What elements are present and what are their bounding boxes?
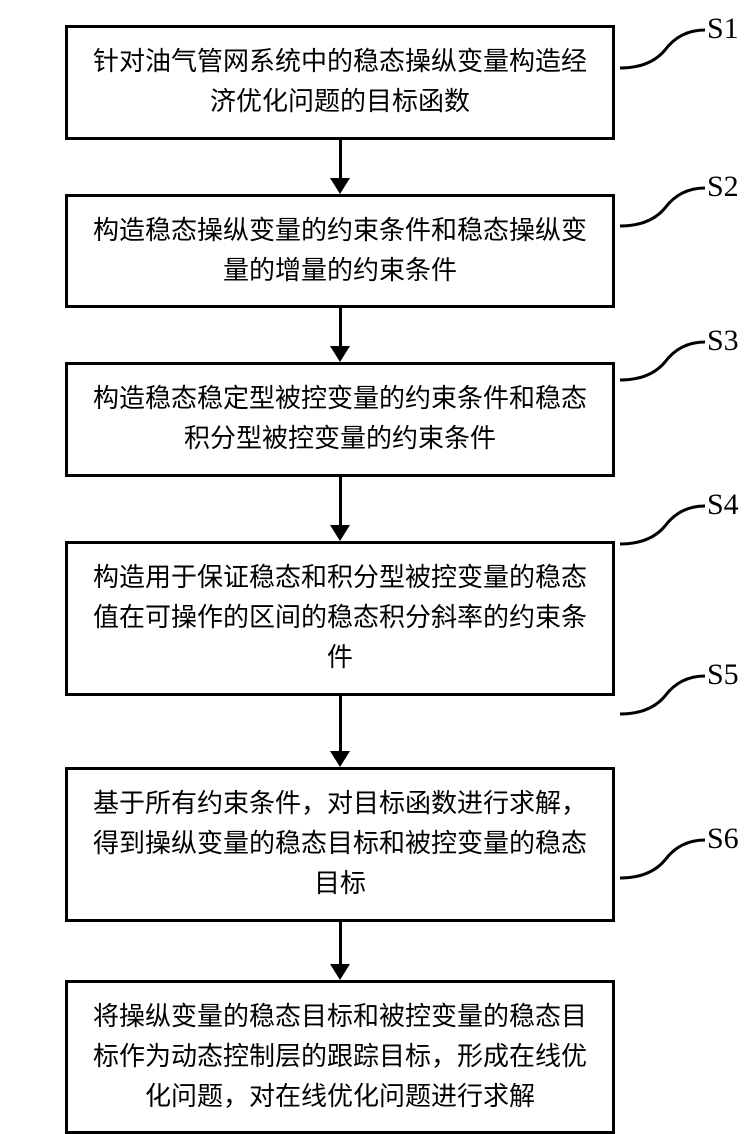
step-label-s6: S6 bbox=[615, 830, 725, 885]
step-text: 将操纵变量的稳态目标和被控变量的稳态目标作为动态控制层的跟踪目标，形成在线优化问… bbox=[93, 1002, 587, 1112]
arrow bbox=[330, 140, 350, 194]
step-label-s4: S4 bbox=[615, 496, 725, 551]
arrow bbox=[330, 696, 350, 767]
step-label-text: S6 bbox=[707, 822, 739, 856]
step-label-text: S1 bbox=[707, 12, 739, 46]
step-box-s2: 构造稳态操纵变量的约束条件和稳态操纵变量的增量的约束条件 bbox=[65, 194, 615, 309]
step-box-s6: 将操纵变量的稳态目标和被控变量的稳态目标作为动态控制层的跟踪目标，形成在线优化问… bbox=[65, 980, 615, 1134]
step-label-text: S5 bbox=[707, 658, 739, 692]
step-text: 基于所有约束条件，对目标函数进行求解，得到操纵变量的稳态目标和被控变量的稳态目标 bbox=[93, 789, 587, 899]
step-label-text: S4 bbox=[707, 488, 739, 522]
step-label-text: S2 bbox=[707, 170, 739, 204]
step-text: 构造稳态操纵变量的约束条件和稳态操纵变量的增量的约束条件 bbox=[93, 216, 587, 285]
step-box-s4: 构造用于保证稳态和积分型被控变量的稳态值在可操作的区间的稳态积分斜率的约束条件 bbox=[65, 541, 615, 696]
step-label-s5: S5 bbox=[615, 666, 725, 721]
flow-column: 针对油气管网系统中的稳态操纵变量构造经济优化问题的目标函数构造稳态操纵变量的约束… bbox=[60, 25, 620, 1134]
arrow bbox=[330, 477, 350, 541]
step-text: 针对油气管网系统中的稳态操纵变量构造经济优化问题的目标函数 bbox=[93, 47, 587, 116]
step-box-s3: 构造稳态稳定型被控变量的约束条件和稳态积分型被控变量的约束条件 bbox=[65, 362, 615, 477]
step-label-text: S3 bbox=[707, 324, 739, 358]
step-label-s3: S3 bbox=[615, 332, 725, 387]
arrow bbox=[330, 308, 350, 362]
step-box-s1: 针对油气管网系统中的稳态操纵变量构造经济优化问题的目标函数 bbox=[65, 25, 615, 140]
step-text: 构造稳态稳定型被控变量的约束条件和稳态积分型被控变量的约束条件 bbox=[93, 384, 587, 453]
arrow bbox=[330, 922, 350, 980]
step-label-s1: S1 bbox=[615, 20, 725, 75]
flowchart-container: 针对油气管网系统中的稳态操纵变量构造经济优化问题的目标函数构造稳态操纵变量的约束… bbox=[0, 0, 752, 1000]
step-label-s2: S2 bbox=[615, 178, 725, 233]
step-text: 构造用于保证稳态和积分型被控变量的稳态值在可操作的区间的稳态积分斜率的约束条件 bbox=[93, 563, 587, 673]
step-box-s5: 基于所有约束条件，对目标函数进行求解，得到操纵变量的稳态目标和被控变量的稳态目标 bbox=[65, 767, 615, 922]
